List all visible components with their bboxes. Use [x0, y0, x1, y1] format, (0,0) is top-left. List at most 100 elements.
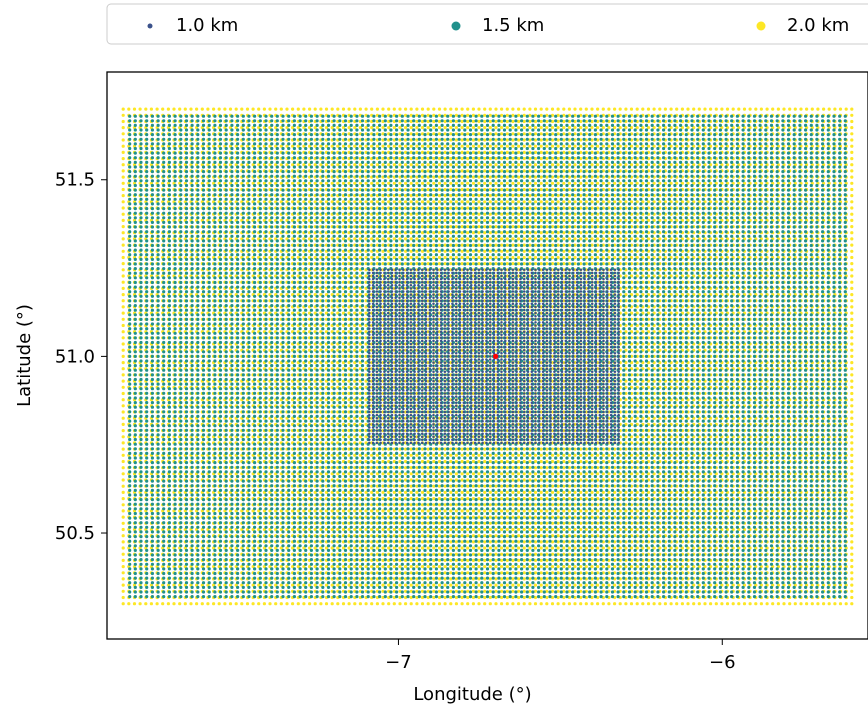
- scatter-point: [121, 577, 125, 581]
- scatter-point: [449, 200, 453, 204]
- scatter-point: [121, 558, 125, 563]
- scatter-point: [121, 379, 125, 383]
- scatter-point: [460, 206, 464, 210]
- scatter-point: [234, 107, 238, 111]
- scatter-point: [460, 163, 464, 167]
- scatter-point: [443, 546, 447, 550]
- scatter-point: [432, 144, 436, 148]
- scatter-point: [121, 181, 125, 185]
- scatter-point: [313, 107, 317, 111]
- scatter-point: [381, 583, 385, 587]
- scatter-point: [437, 255, 442, 260]
- scatter-point: [466, 540, 470, 544]
- scatter-point: [404, 527, 408, 532]
- scatter-point: [206, 602, 210, 606]
- scatter-point: [466, 558, 470, 563]
- scatter-point: [121, 126, 125, 130]
- scatter-point: [460, 571, 464, 575]
- scatter-point: [432, 453, 436, 457]
- scatter-point: [466, 453, 470, 457]
- scatter-point: [398, 583, 402, 587]
- scatter-point: [460, 255, 464, 260]
- scatter-point: [189, 602, 193, 606]
- scatter-point: [415, 527, 419, 532]
- scatter-point: [121, 571, 125, 575]
- scatter-point: [341, 602, 346, 606]
- scatter-point: [437, 453, 442, 457]
- scatter-point: [437, 527, 442, 532]
- scatter-point: [443, 255, 447, 260]
- scatter-point: [381, 602, 385, 606]
- scatter-point: [274, 602, 278, 606]
- scatter-point: [251, 107, 255, 111]
- scatter-point: [121, 478, 125, 482]
- scatter-point: [415, 200, 419, 204]
- scatter-point: [443, 527, 447, 532]
- scatter-point: [443, 472, 447, 476]
- scatter-point: [460, 200, 464, 204]
- scatter-point: [404, 107, 408, 111]
- scatter-point: [420, 218, 425, 222]
- scatter-point: [432, 107, 436, 111]
- scatter-point: [132, 602, 137, 606]
- points-layer: [121, 107, 854, 606]
- scatter-point: [449, 602, 453, 606]
- scatter-point: [121, 132, 125, 136]
- scatter-point: [409, 237, 413, 241]
- scatter-point: [121, 447, 125, 451]
- scatter-point: [449, 472, 453, 476]
- scatter-point: [121, 119, 125, 124]
- scatter-point: [460, 447, 464, 451]
- scatter-point: [432, 472, 436, 476]
- scatter-point: [460, 490, 464, 494]
- scatter-point: [121, 305, 125, 309]
- scatter-point: [302, 602, 306, 606]
- scatter-point: [426, 107, 430, 111]
- scatter-point: [409, 602, 413, 606]
- scatter-point: [279, 602, 283, 606]
- scatter-point: [409, 144, 413, 148]
- scatter-point: [460, 225, 464, 229]
- scatter-point: [296, 107, 300, 111]
- scatter-point: [454, 163, 458, 167]
- scatter-point: [426, 218, 430, 222]
- scatter-point: [460, 565, 464, 569]
- scatter-point: [387, 602, 391, 606]
- scatter-point: [415, 583, 419, 587]
- scatter-point: [161, 602, 165, 606]
- scatter-point: [443, 237, 447, 241]
- scatter-point: [291, 107, 295, 111]
- scatter-point: [189, 107, 193, 111]
- scatter-point: [228, 602, 233, 606]
- scatter-point: [426, 163, 430, 167]
- scatter-point: [347, 107, 351, 111]
- scatter-point: [454, 225, 458, 229]
- scatter-point: [460, 546, 464, 550]
- scatter-point: [426, 200, 430, 204]
- scatter-point: [454, 237, 458, 241]
- scatter-point: [121, 410, 125, 414]
- scatter-point: [166, 602, 170, 606]
- scatter-point: [466, 589, 470, 593]
- scatter-point: [392, 144, 396, 148]
- scatter-point: [454, 571, 458, 575]
- scatter-point: [121, 243, 125, 247]
- scatter-point: [262, 107, 266, 111]
- scatter-point: [466, 602, 470, 606]
- scatter-point: [353, 107, 357, 111]
- scatter-point: [178, 602, 182, 606]
- scatter-point: [319, 107, 323, 111]
- scatter-point: [449, 527, 453, 532]
- scatter-point: [443, 107, 447, 111]
- scatter-point: [466, 497, 470, 501]
- scatter-point: [437, 546, 442, 550]
- scatter-point: [121, 503, 125, 507]
- scatter-point: [409, 107, 413, 111]
- scatter-point: [460, 602, 464, 606]
- scatter-point: [404, 163, 408, 167]
- scatter-point: [466, 503, 470, 507]
- scatter-point: [313, 602, 317, 606]
- scatter-point: [121, 268, 125, 272]
- scatter-point: [121, 194, 125, 198]
